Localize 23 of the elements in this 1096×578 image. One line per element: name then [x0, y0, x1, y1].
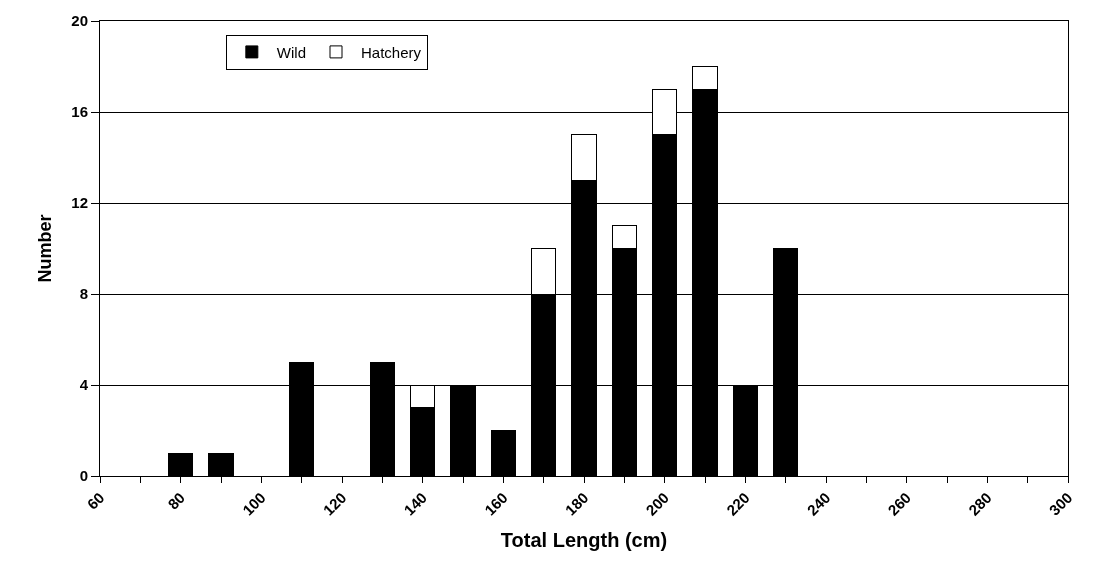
x-tick-label: 220 — [723, 488, 753, 519]
x-tick-label: 140 — [400, 488, 431, 519]
y-tick-label: 8 — [79, 285, 88, 303]
y-tick-label: 0 — [79, 467, 88, 485]
y-tick-label: 20 — [71, 12, 88, 30]
x-tick-label: 200 — [642, 488, 673, 519]
x-tick-label: 60 — [83, 488, 108, 513]
x-tick-label: 160 — [481, 488, 511, 519]
x-tick-label: 80 — [164, 488, 189, 513]
x-tick-label: 120 — [319, 488, 350, 519]
y-tick-label: 12 — [71, 194, 88, 212]
x-axis-title: Total Length (cm) — [500, 529, 668, 552]
legend-label: Hatchery — [361, 43, 422, 61]
x-tick-label: 240 — [803, 488, 834, 519]
y-axis-title: Number — [34, 214, 55, 283]
x-tick-label: 260 — [884, 488, 915, 519]
legend-label: Wild — [276, 43, 307, 61]
x-tick-label: 280 — [965, 488, 995, 519]
x-tick-label: 180 — [561, 488, 592, 519]
y-tick-label: 16 — [71, 103, 88, 121]
x-tick-label: 100 — [239, 488, 269, 519]
x-tick-label: 300 — [1045, 488, 1076, 519]
y-tick-label: 4 — [79, 376, 89, 394]
